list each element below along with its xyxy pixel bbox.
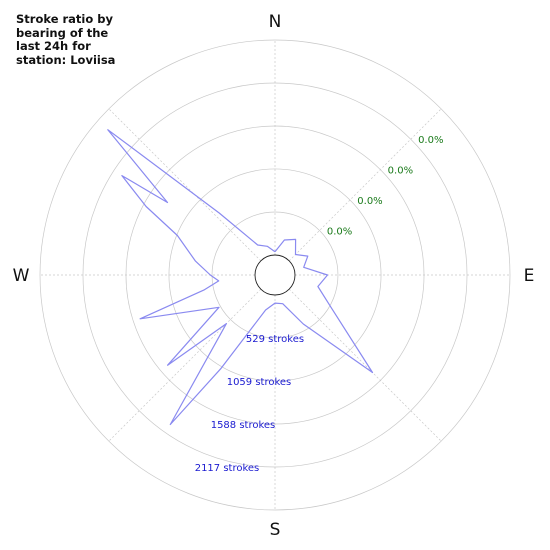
ring-label-percent: 0.0% [418,135,443,146]
ring-label-percent: 0.0% [357,196,382,207]
series-layer [107,129,374,426]
ring-label-strokes: 1588 strokes [211,420,276,431]
ring-label-percent: 0.0% [388,166,413,177]
grid-spoke [288,288,442,442]
direction-label-s: S [270,520,281,540]
ring-label-strokes: 529 strokes [246,334,304,345]
direction-label-e: E [524,266,535,286]
chart-title: Stroke ratio by bearing of the last 24h … [16,12,116,67]
label-layer: N E S W 0.0% 0.0% 0.0% 0.0% 529 strokes 1059 stro… [13,12,535,540]
direction-label-n: N [269,12,282,32]
grid-ring [168,168,382,382]
grid-ring-outer [39,39,511,511]
center-hole [254,254,296,296]
ring-label-strokes: 2117 strokes [195,463,260,474]
ring-label-percent: 0.0% [327,226,352,237]
ring-label-strokes: 1059 strokes [227,377,292,388]
series-line [107,129,374,426]
grid-spoke [288,108,442,262]
grid-ring [211,211,339,339]
grid-spoke [108,108,262,262]
polar-grid [39,39,511,511]
direction-label-w: W [13,266,30,286]
